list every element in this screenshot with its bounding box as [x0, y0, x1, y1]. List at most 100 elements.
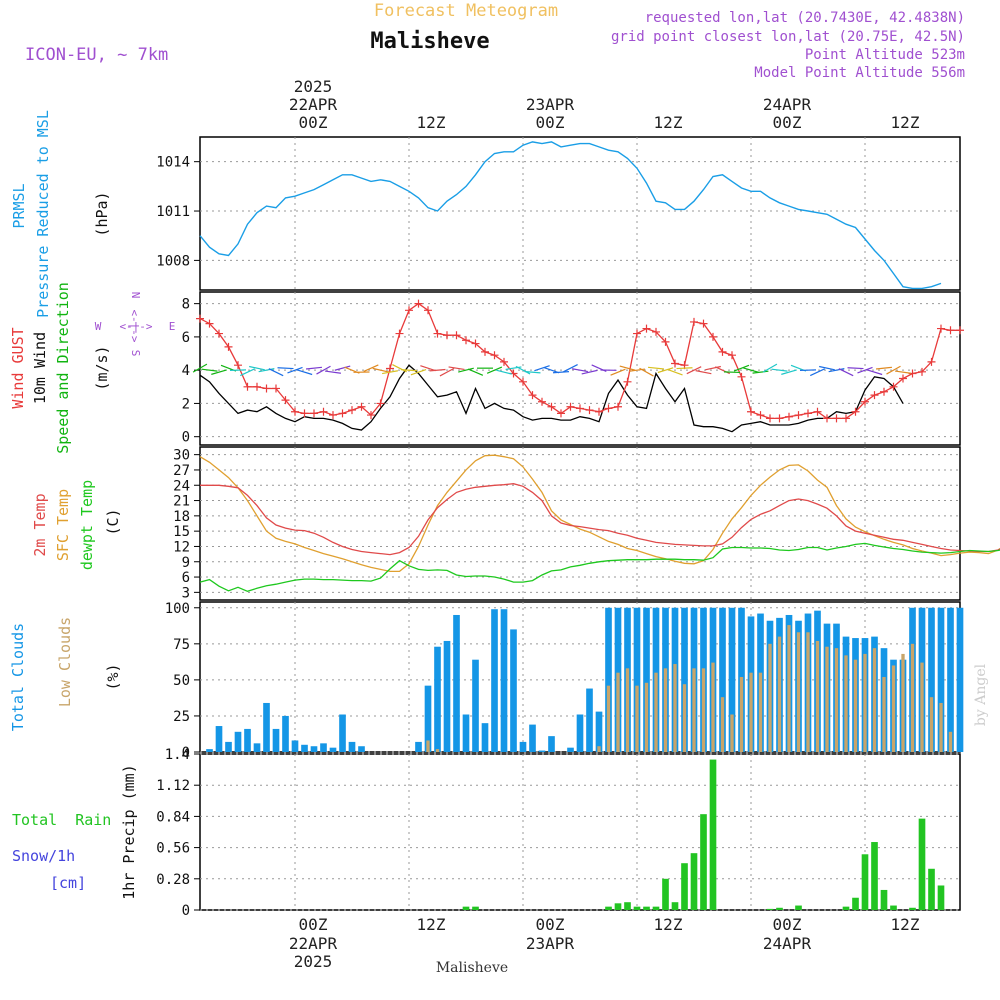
dewpt-line: [199, 542, 1000, 592]
wind-direction-arrow: [486, 366, 503, 374]
top-date-3: 24APR: [763, 95, 812, 114]
total-cloud-bar: [320, 743, 327, 752]
gust-marker: [481, 347, 489, 356]
ytick-label-pressure-0: 1008: [156, 253, 190, 269]
wind-direction-arrow: [496, 369, 512, 375]
gust-marker: [937, 324, 945, 333]
total-cloud-bar: [453, 614, 460, 752]
rain-bar: [918, 818, 926, 910]
gust-marker: [842, 414, 850, 423]
gust-marker: [348, 406, 356, 415]
gust-marker: [690, 317, 698, 326]
ytick-label-temperature-8: 27: [173, 463, 190, 479]
total-cloud-bar: [415, 741, 422, 752]
rain-bar: [937, 885, 945, 910]
wind-direction-arrow: [334, 365, 351, 371]
total-cloud-bar: [310, 746, 318, 752]
gust-marker: [623, 377, 632, 386]
total-cloud-bar: [272, 728, 280, 752]
total-cloud-bar: [529, 724, 536, 752]
sfc-temp-line: [199, 454, 1000, 573]
gust-line: [199, 302, 960, 420]
gust-marker: [528, 391, 537, 400]
gust-marker: [224, 342, 233, 351]
ytick-label-temperature-2: 9: [182, 555, 190, 571]
rain-bar: [928, 868, 935, 910]
compass-s: S: [129, 350, 142, 357]
panel-frame-temperature: [199, 446, 961, 601]
total-cloud-bar: [434, 646, 441, 752]
wind-direction-arrow: [382, 370, 398, 375]
wind-label: 10m Wind: [31, 332, 49, 404]
wind-direction-arrow: [657, 367, 674, 374]
wind-direction-arrow: [686, 366, 702, 375]
dewpt-label: dewpt Temp: [78, 480, 96, 570]
low-cloud-bar: [872, 648, 877, 752]
wind-direction-arrow: [563, 363, 578, 373]
ytick-label-clouds-0: 0: [182, 745, 190, 761]
gust-marker: [785, 412, 793, 421]
top-tick-1: 00Z: [299, 113, 328, 132]
top-tick-4: 12Z: [654, 113, 683, 132]
gust-marker: [652, 327, 660, 336]
low-cloud-bar: [853, 659, 858, 752]
gust-marker: [642, 324, 651, 333]
panel-frame-precip: [199, 753, 961, 911]
total-cloud-bar: [253, 743, 261, 752]
gust-marker: [956, 326, 964, 335]
wind-direction-arrow: [639, 367, 654, 377]
gust-marker: [699, 319, 708, 328]
wind-direction-arrow: [762, 363, 778, 373]
bottom-year: 2025: [294, 952, 333, 971]
gust-marker: [367, 411, 375, 420]
compass-axis-h: <-|->: [119, 320, 152, 333]
gust-marker: [614, 402, 622, 411]
gust-marker: [604, 404, 613, 413]
ytick-label-clouds-2: 50: [173, 673, 190, 689]
gust-marker: [851, 407, 860, 416]
gust-marker: [813, 407, 822, 416]
ytick-label-precip-4: 1.12: [156, 778, 190, 794]
rain-bar: [643, 906, 650, 910]
total-cloud-bar: [234, 731, 242, 752]
ytick-label-wind-0: 0: [182, 430, 190, 446]
low-cloud-bar: [597, 746, 601, 752]
gust-marker: [927, 357, 936, 366]
wind-direction-arrow: [886, 365, 901, 375]
wind-direction-arrow: [752, 370, 769, 374]
model-label: ICON-EU, ~ 7km: [25, 45, 168, 65]
total-cloud-bar: [500, 609, 508, 752]
gust-marker: [433, 329, 442, 338]
ytick-label-temperature-9: 30: [173, 448, 190, 464]
wind-direction-arrow: [866, 369, 883, 376]
gust-marker: [538, 397, 546, 406]
wind-direction-arrow: [467, 368, 484, 376]
gust-marker: [414, 299, 423, 308]
gust-marker: [300, 409, 309, 418]
wind-direction-arrow: [239, 368, 256, 377]
ytick-label-wind-3: 6: [182, 330, 190, 346]
ytick-label-wind-2: 4: [182, 363, 190, 379]
gust-marker: [595, 407, 603, 416]
rain-bar: [462, 906, 470, 910]
rain-bar: [605, 906, 612, 910]
total-cloud-bar: [605, 607, 612, 752]
low-cloud-bar: [787, 625, 791, 752]
rain-bar: [700, 814, 707, 910]
gust-marker: [823, 414, 831, 423]
low-cloud-bar: [654, 672, 658, 752]
wind-direction-arrow: [316, 365, 331, 375]
wind-direction-arrow: [372, 367, 389, 373]
gust-marker: [376, 399, 385, 408]
gust-marker: [519, 377, 527, 386]
wind-direction-arrow: [400, 369, 418, 372]
pressure-label-1: PRMSL: [10, 183, 28, 228]
bottom-date-1: 22APR: [289, 934, 338, 953]
wind-direction-arrow: [534, 365, 550, 372]
location-title: Malisheve: [370, 29, 489, 54]
total-rain-legend: Total Rain: [12, 811, 111, 829]
rain-bar: [624, 902, 631, 910]
low-cloud-bar: [834, 648, 839, 752]
top-tick-6: 12Z: [891, 113, 920, 132]
wind-direction-arrow: [676, 367, 693, 370]
